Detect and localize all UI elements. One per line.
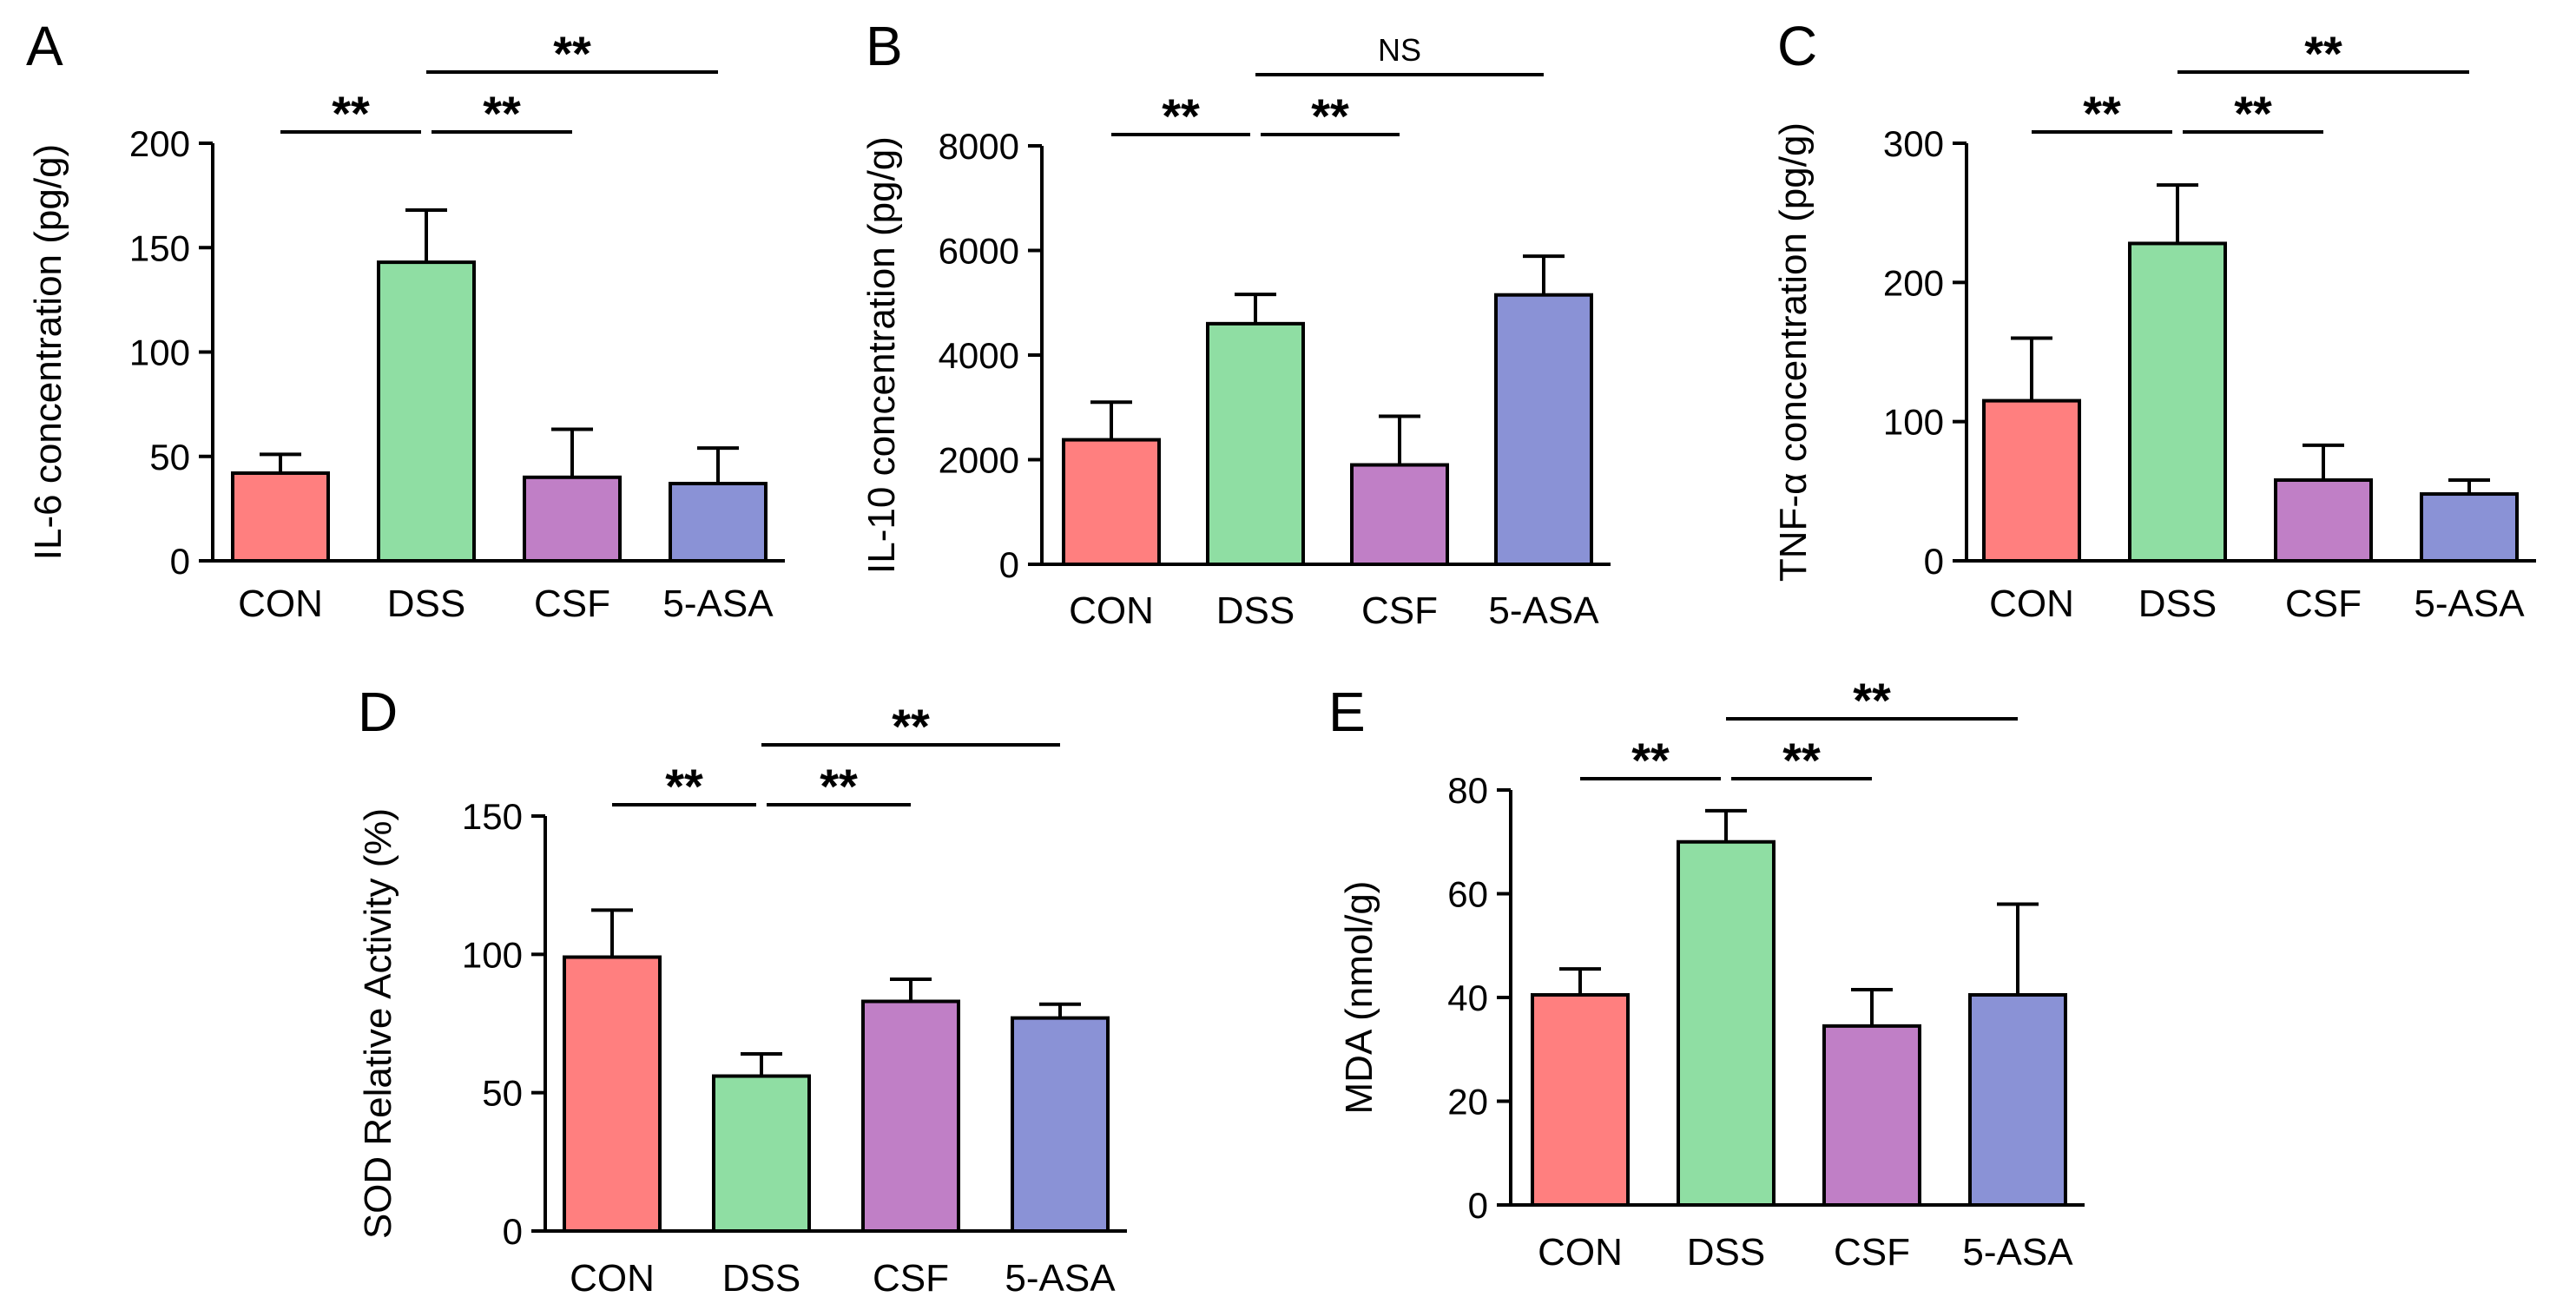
bar-5-asa <box>1011 1016 1110 1234</box>
bar-con <box>1531 993 1630 1207</box>
y-tick-label: 4000 <box>939 335 1019 376</box>
bar-con <box>1982 398 2081 563</box>
category-label: CON <box>1538 1231 1623 1274</box>
panel-letter: D <box>358 681 398 743</box>
category-label: CSF <box>534 583 610 625</box>
significance-label: ** <box>665 759 703 813</box>
bar-dss <box>712 1074 811 1233</box>
y-axis-label: MDA (nmol/g) <box>1338 881 1380 1115</box>
category-label: 5-ASA <box>662 583 774 625</box>
panel-a: A 0 50 100 150 200 IL-6 concentration (pg/g) CO… <box>26 15 785 625</box>
category-label: DSS <box>1216 589 1295 632</box>
panel-e: E 0 20 40 60 80 MDA (nmol/g) CON DSS CSF 5-ASA ** **… <box>1328 673 2085 1274</box>
significance-label: ** <box>1311 89 1349 143</box>
category-label: CSF <box>1834 1231 1910 1274</box>
significance-label: ** <box>2304 26 2342 81</box>
bar-con <box>563 955 662 1234</box>
y-tick-label: 200 <box>1883 262 1944 303</box>
panel-letter: B <box>866 15 903 77</box>
category-label: CSF <box>1361 589 1438 632</box>
y-tick-label: 0 <box>170 541 190 582</box>
category-label: CON <box>1069 589 1154 632</box>
bar-dss <box>1677 839 1776 1207</box>
y-axis-label: IL-10 concentration (pg/g) <box>860 136 903 574</box>
y-tick-label: 60 <box>1447 874 1488 915</box>
bar-5-asa <box>1494 293 1593 566</box>
category-label: CSF <box>2285 583 2362 625</box>
bar-con <box>231 471 330 563</box>
bar-dss <box>1206 321 1305 566</box>
bar-5-asa <box>2420 492 2519 563</box>
panel-b: B 0 2000 4000 6000 8000 IL-10 concentration (p… <box>860 15 1611 632</box>
y-tick-label: 8000 <box>939 126 1019 167</box>
category-label: 5-ASA <box>2414 583 2525 625</box>
significance-label: ** <box>2234 86 2272 141</box>
y-tick-label: 200 <box>129 123 190 164</box>
panel-letter: E <box>1328 681 1366 743</box>
bar-csf <box>523 475 622 563</box>
significance-label: ** <box>483 86 521 141</box>
significance-label: ** <box>1631 733 1670 787</box>
y-tick-label: 20 <box>1447 1082 1488 1122</box>
y-tick-label: 50 <box>149 437 190 477</box>
bar-5-asa <box>669 482 768 563</box>
category-label: CON <box>1989 583 2074 625</box>
bar-dss <box>2128 241 2227 563</box>
bar-csf <box>861 999 960 1234</box>
significance-label: ** <box>332 86 370 141</box>
category-label: 5-ASA <box>1005 1257 1116 1300</box>
y-tick-label: 150 <box>462 796 523 837</box>
y-tick-label: 0 <box>1468 1185 1488 1226</box>
significance-label: NS <box>1378 32 1421 68</box>
category-label: DSS <box>1687 1231 1765 1274</box>
y-axis-label: SOD Relative Activity (%) <box>357 808 399 1239</box>
category-label: DSS <box>387 583 465 625</box>
y-tick-label: 100 <box>129 332 190 373</box>
y-axis-label: TNF-α concentration (pg/g) <box>1772 122 1815 582</box>
category-label: CON <box>570 1257 655 1300</box>
significance-label: ** <box>892 699 930 754</box>
y-tick-label: 150 <box>129 227 190 268</box>
panel-c: C 0 100 200 300 TNF-α concentration (pg/g) CON… <box>1772 15 2536 625</box>
category-label: DSS <box>722 1257 800 1300</box>
y-tick-label: 0 <box>503 1211 523 1252</box>
y-tick-label: 2000 <box>939 440 1019 481</box>
bar-csf <box>1350 463 1449 567</box>
bar-5-asa <box>1968 993 2067 1207</box>
category-label: DSS <box>2138 583 2217 625</box>
y-tick-label: 300 <box>1883 123 1944 164</box>
significance-label: ** <box>553 26 591 81</box>
panel-letter: A <box>26 15 63 77</box>
y-tick-label: 100 <box>462 934 523 975</box>
category-label: CSF <box>873 1257 949 1300</box>
significance-label: ** <box>820 759 858 813</box>
bar-con <box>1062 438 1161 567</box>
panel-d: D 0 50 100 150 SOD Relative Activity (%) CON DS… <box>357 681 1127 1300</box>
y-axis-label: IL-6 concentration (pg/g) <box>27 144 69 560</box>
y-tick-label: 100 <box>1883 402 1944 443</box>
category-label: CON <box>238 583 323 625</box>
bar-dss <box>377 260 476 563</box>
y-tick-label: 6000 <box>939 231 1019 272</box>
significance-label: ** <box>1162 89 1200 143</box>
y-tick-label: 40 <box>1447 978 1488 1018</box>
category-label: 5-ASA <box>1488 589 1599 632</box>
significance-label: ** <box>2083 86 2121 141</box>
category-label: 5-ASA <box>1962 1231 2073 1274</box>
panel-letter: C <box>1777 15 1817 77</box>
y-tick-label: 50 <box>482 1073 523 1114</box>
significance-label: ** <box>1853 673 1891 727</box>
y-tick-label: 0 <box>1924 541 1944 582</box>
bar-csf <box>1822 1024 1921 1208</box>
bar-csf <box>2274 478 2373 563</box>
significance-label: ** <box>1782 733 1821 787</box>
y-tick-label: 0 <box>999 544 1019 585</box>
y-tick-label: 80 <box>1447 770 1488 811</box>
